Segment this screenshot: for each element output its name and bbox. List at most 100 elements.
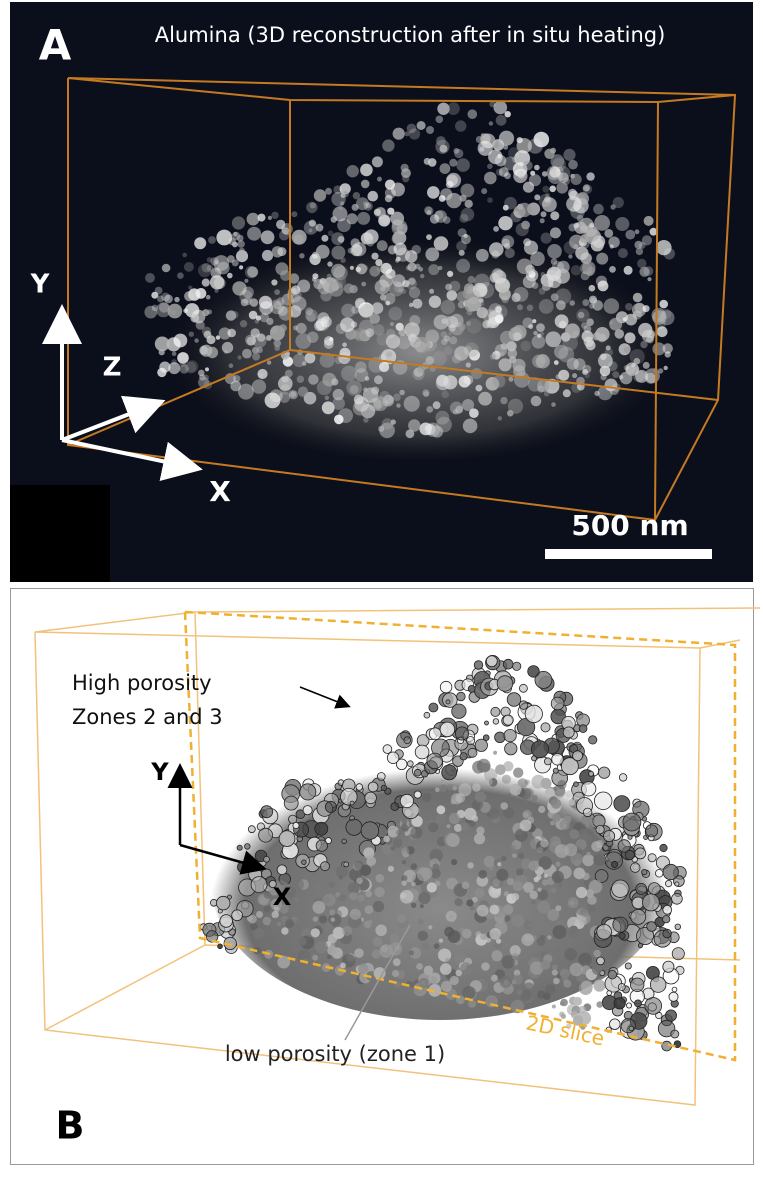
particle [299, 253, 304, 258]
pore-grain [411, 882, 416, 887]
particle [593, 332, 601, 340]
particle [544, 391, 550, 397]
particle [514, 335, 520, 341]
pore-grain [592, 965, 602, 975]
pore-grain [354, 948, 364, 958]
pore-grain [555, 905, 561, 911]
particle [314, 189, 326, 201]
pore-grain [264, 905, 272, 913]
particle [368, 191, 379, 202]
pore-grain [504, 729, 516, 741]
pore-grain [669, 992, 678, 1001]
particle [659, 300, 668, 309]
particle [361, 265, 368, 272]
particle [633, 293, 643, 303]
pore-grain [512, 853, 517, 858]
pore-grain [511, 893, 519, 901]
particle [208, 236, 216, 244]
particle [501, 235, 514, 248]
particle [563, 335, 578, 350]
particle [205, 367, 209, 371]
pore-grain [568, 897, 579, 908]
pore-grain [516, 868, 523, 875]
annotation-high-1: High porosity [72, 671, 212, 695]
particle [333, 389, 344, 400]
pore-grain [451, 799, 456, 804]
particle [573, 358, 585, 370]
particle [541, 233, 552, 244]
particle [643, 362, 650, 369]
particle [274, 345, 280, 351]
particle [444, 335, 450, 341]
particle [374, 375, 383, 384]
pore-grain [422, 942, 430, 950]
axis-label-x: X [273, 883, 292, 911]
particle [404, 396, 420, 412]
particle [386, 301, 391, 306]
particle [449, 159, 457, 167]
pore-grain [576, 887, 587, 898]
pore-grain [312, 955, 318, 961]
particle [613, 197, 624, 208]
particle [443, 216, 451, 224]
particle [551, 258, 558, 265]
particle [541, 272, 546, 277]
pore-grain [400, 890, 414, 904]
particle [540, 218, 545, 223]
pore-grain [586, 826, 595, 835]
pore-grain [621, 1019, 635, 1033]
particle [412, 245, 421, 254]
pore-grain [563, 727, 574, 738]
pore-grain [311, 928, 320, 937]
annotation-high-2: Zones 2 and 3 [72, 705, 223, 729]
particle [194, 237, 206, 249]
particle [231, 311, 239, 319]
pore-grain [436, 813, 448, 825]
particle [227, 329, 236, 338]
pore-grain [323, 894, 336, 907]
pore-grain [467, 737, 475, 745]
pore-grain [416, 963, 423, 970]
particle [499, 167, 509, 177]
particle [258, 214, 266, 222]
pore-grain [553, 768, 558, 773]
particle [495, 306, 502, 313]
pore-grain [358, 964, 368, 974]
particle [346, 380, 362, 396]
particle [267, 360, 271, 364]
pore-grain [497, 676, 513, 692]
panel-label: A [39, 21, 72, 70]
particle [145, 273, 155, 283]
particle [382, 139, 394, 151]
particle [447, 271, 453, 277]
pore-grain [298, 937, 306, 945]
pore-grain [547, 935, 551, 939]
particle [342, 191, 348, 197]
particle [361, 282, 366, 287]
pore-grain [455, 898, 463, 906]
particle [540, 332, 544, 336]
particle [532, 282, 539, 289]
pore-grain [414, 791, 421, 798]
particle [293, 325, 298, 330]
particle [354, 397, 369, 412]
pore-grain [474, 661, 483, 670]
particle [545, 331, 561, 347]
pore-grain [619, 933, 625, 939]
pore-grain [365, 890, 372, 897]
pore-grain [564, 948, 577, 961]
particle [572, 373, 577, 378]
particle [459, 376, 471, 388]
pore-grain [574, 782, 579, 787]
pore-grain [495, 732, 506, 743]
particle [589, 296, 597, 304]
particle [409, 287, 420, 298]
particle [549, 186, 556, 193]
particle [237, 240, 245, 248]
pore-grain [277, 865, 287, 875]
particle [517, 203, 531, 217]
pore-grain [599, 767, 610, 778]
particle [419, 267, 424, 272]
particle [547, 244, 562, 259]
pore-grain [672, 948, 684, 960]
